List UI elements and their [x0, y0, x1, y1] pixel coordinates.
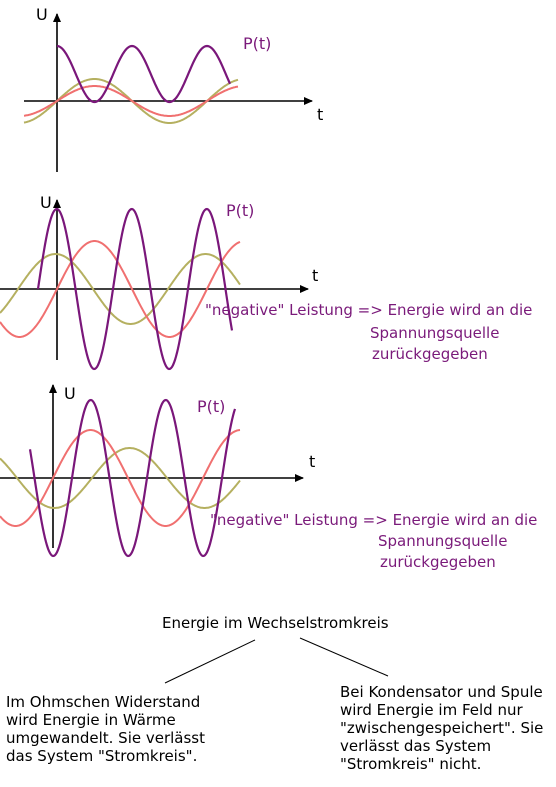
panel2-voltage-curve: [0, 240, 241, 338]
panel2-y-label: U: [40, 193, 52, 212]
summary-right-line: verlässt das System: [340, 737, 492, 755]
summary-right-line: "Stromkreis" nicht.: [340, 755, 482, 773]
panel3-annotation-line3: zurückgegeben: [380, 553, 496, 571]
panel-inductor: U t P(t): [0, 384, 315, 558]
panel-capacitor: U t P(t): [0, 193, 318, 371]
panel1-x-label: t: [317, 105, 323, 124]
panel2-current-curve: [0, 253, 241, 325]
panel3-power-curve: [28, 398, 237, 558]
summary-left-line: umgewandelt. Sie verlässt: [6, 729, 205, 747]
panel2-annotation-line1: "negative" Leistung => Energie wird an d…: [205, 301, 533, 319]
summary-right-line: Bei Kondensator und Spule: [340, 683, 543, 701]
panel2-annotation-line3: zurückgegeben: [372, 345, 488, 363]
panel3-x-label: t: [309, 452, 315, 471]
panel1-y-label: U: [36, 5, 48, 24]
panel2-x-label: t: [312, 266, 318, 285]
summary-left-connector: [164, 639, 256, 684]
panel2-annotation-line2: Spannungsquelle: [370, 324, 500, 342]
summary-left-text: Im Ohmschen Widerstand wird Energie in W…: [6, 693, 205, 765]
panel3-y-label: U: [64, 384, 76, 403]
summary-left-line: Im Ohmschen Widerstand: [6, 693, 201, 711]
panel3-power-label: P(t): [197, 397, 225, 416]
summary-right-line: wird Energie im Feld nur: [340, 701, 523, 719]
panel1-power-curve: [56, 44, 232, 104]
panel2-power-curve: [36, 207, 234, 371]
panel2-power-label: P(t): [226, 201, 254, 220]
panel1-power-label: P(t): [243, 34, 271, 53]
summary-left-line: wird Energie in Wärme: [6, 711, 176, 729]
panel3-annotation-line1: "negative" Leistung => Energie wird an d…: [210, 511, 538, 529]
summary-right-text: Bei Kondensator und Spule wird Energie i…: [340, 683, 543, 773]
summary-right-line: "zwischengespeichert". Sie: [340, 719, 544, 737]
panel-resistor: U t P(t): [23, 5, 323, 172]
summary-right-connector: [299, 637, 389, 677]
panel1-voltage-curve: [23, 85, 239, 117]
summary-title: Energie im Wechselstromkreis: [162, 614, 389, 632]
panel3-voltage-curve: [0, 429, 241, 527]
summary-left-line: das System "Stromkreis".: [6, 747, 198, 765]
panel3-annotation-line2: Spannungsquelle: [378, 532, 508, 550]
